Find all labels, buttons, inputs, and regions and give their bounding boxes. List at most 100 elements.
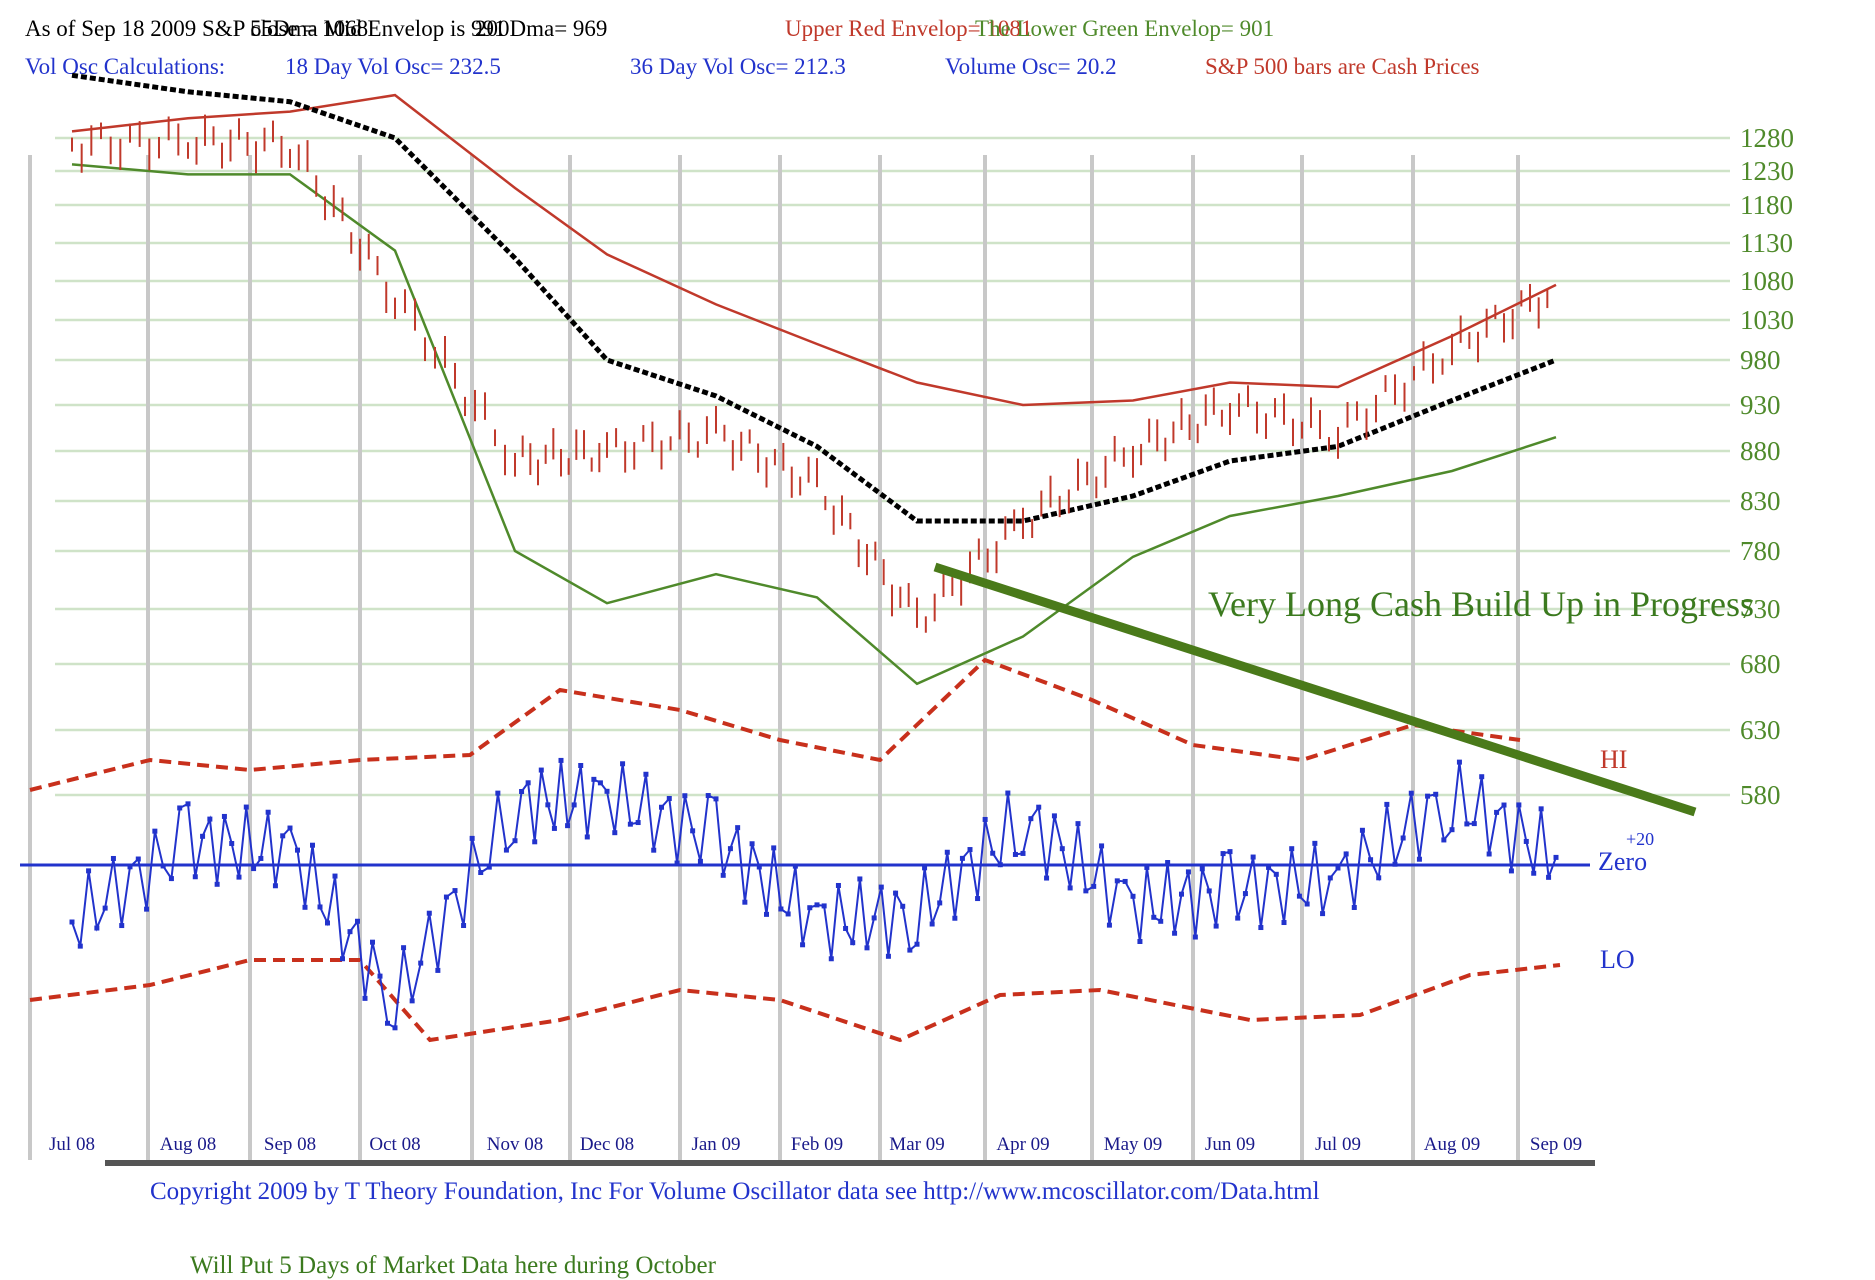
y-tick-label: 680 bbox=[1740, 649, 1781, 679]
oscillator-point bbox=[659, 804, 664, 810]
oscillator-point bbox=[697, 858, 703, 864]
oscillator-point bbox=[612, 830, 618, 836]
oscillator-point bbox=[1416, 856, 1422, 862]
oscillator-point bbox=[1179, 891, 1184, 897]
oscillator-point bbox=[272, 883, 278, 889]
oscillator-point bbox=[409, 998, 415, 1004]
x-tick-label: Jun 09 bbox=[1205, 1134, 1255, 1155]
oscillator-point bbox=[771, 845, 777, 851]
oscillator-point bbox=[1258, 925, 1264, 931]
x-tick-label: Sep 08 bbox=[264, 1134, 316, 1155]
oscillator-point bbox=[871, 915, 877, 921]
oscillator-point bbox=[177, 805, 183, 811]
oscillator-point bbox=[558, 757, 564, 763]
oscillator-point bbox=[236, 874, 242, 880]
oscillator-point bbox=[620, 761, 626, 767]
x-tick-label: Jan 09 bbox=[691, 1134, 740, 1155]
y-tick-label: 630 bbox=[1740, 715, 1781, 745]
oscillator-point bbox=[967, 847, 973, 853]
oscillator-point bbox=[207, 816, 213, 822]
oscillator-point bbox=[735, 825, 741, 831]
oscillator-point bbox=[551, 825, 557, 831]
y-tick-label: 830 bbox=[1740, 486, 1781, 516]
volume-oscillator-line bbox=[71, 760, 1557, 1030]
header-item: Upper Red Envelop= 1081 bbox=[785, 16, 1033, 41]
oscillator-point bbox=[821, 903, 827, 909]
oscillator-point bbox=[185, 801, 191, 807]
oscillator-point bbox=[857, 876, 863, 882]
oscillator-point bbox=[443, 894, 449, 900]
y-tick-label: 730 bbox=[1740, 594, 1781, 624]
x-tick-label: Feb 09 bbox=[791, 1134, 843, 1155]
oscillator-point bbox=[885, 953, 891, 959]
oscillator-point bbox=[914, 941, 920, 947]
y-tick-label: 1080 bbox=[1740, 266, 1794, 296]
oscillator-point bbox=[135, 856, 141, 862]
oscillator-point bbox=[1359, 827, 1365, 833]
oscillator-point bbox=[835, 882, 841, 888]
oscillator-point bbox=[1516, 802, 1522, 808]
oscillator-point bbox=[1343, 851, 1349, 857]
oscillator-point bbox=[317, 904, 323, 910]
oscillator-point bbox=[864, 945, 870, 951]
oscillator-point bbox=[385, 1020, 390, 1026]
oscillator-point bbox=[545, 802, 551, 808]
oscillator-point bbox=[1020, 850, 1026, 856]
oscillator-point bbox=[666, 795, 672, 801]
oscillator-point bbox=[674, 860, 680, 866]
oscillator-point bbox=[251, 866, 257, 872]
oscillator-point bbox=[1296, 893, 1302, 899]
trend-annotation: Very Long Cash Build Up in Progress bbox=[1208, 584, 1754, 624]
osc-lo-band bbox=[29, 958, 1561, 1043]
y-tick-label: 1030 bbox=[1740, 305, 1794, 335]
oscillator-point bbox=[1494, 809, 1500, 815]
oscillator-point bbox=[682, 793, 688, 799]
oscillator-point bbox=[1242, 891, 1248, 897]
oscillator-point bbox=[1067, 885, 1073, 891]
zero-label: Zero bbox=[1598, 847, 1647, 876]
oscillator-point bbox=[243, 804, 249, 810]
oscillator-point bbox=[347, 929, 353, 935]
header-item: 55Dma Mid Envelop is 991 bbox=[250, 16, 506, 41]
oscillator-point bbox=[377, 973, 383, 979]
oscillator-point bbox=[1012, 851, 1018, 857]
oscillator-point bbox=[127, 864, 133, 870]
month-lines bbox=[28, 155, 1520, 1160]
oscillator-point bbox=[1368, 857, 1374, 863]
oscillator-point bbox=[77, 943, 83, 949]
oscillator-point bbox=[495, 790, 501, 796]
oscillator-point bbox=[160, 863, 166, 869]
oscillator-point bbox=[168, 876, 174, 882]
oscillator-point bbox=[907, 947, 913, 953]
oscillator-point bbox=[713, 796, 719, 802]
oscillator-point bbox=[1091, 883, 1097, 889]
y-tick-label: 880 bbox=[1740, 436, 1781, 466]
oscillator-point bbox=[635, 820, 641, 826]
oscillator-point bbox=[578, 763, 584, 769]
oscillator-point bbox=[1036, 804, 1042, 810]
oscillator-point bbox=[469, 835, 475, 841]
oscillator-point bbox=[512, 838, 518, 844]
gridlines bbox=[55, 136, 1730, 797]
market-data-note: Will Put 5 Days of Market Data here duri… bbox=[190, 1252, 716, 1279]
oscillator-point bbox=[756, 864, 762, 870]
x-tick-label: Nov 08 bbox=[487, 1134, 543, 1155]
oscillator-point bbox=[929, 921, 935, 927]
oscillator-point bbox=[355, 918, 360, 924]
oscillator-point bbox=[1051, 813, 1057, 819]
oscillator-point bbox=[461, 923, 467, 929]
oscillator-point bbox=[1158, 918, 1164, 924]
oscillator-point bbox=[1425, 793, 1431, 799]
oscillator-point bbox=[843, 925, 849, 931]
oscillator-point bbox=[1144, 864, 1150, 870]
oscillator-point bbox=[944, 849, 950, 855]
oscillator-point bbox=[828, 956, 834, 962]
oscillator-point bbox=[1408, 790, 1414, 796]
oscillator-point bbox=[1250, 854, 1256, 860]
oscillator-point bbox=[1546, 874, 1552, 880]
y-tick-label: 980 bbox=[1740, 345, 1781, 375]
oscillator-point bbox=[258, 855, 264, 861]
oscillator-point bbox=[1199, 866, 1205, 872]
oscillator-point bbox=[1266, 864, 1272, 870]
